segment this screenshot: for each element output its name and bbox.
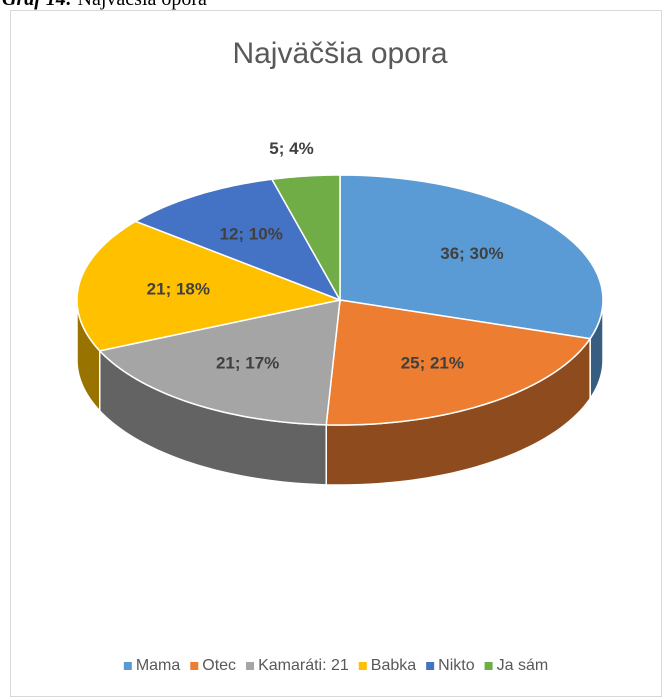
legend-swatch bbox=[190, 662, 199, 670]
slice bbox=[76, 220, 343, 352]
data-label: 5; 4% bbox=[269, 139, 313, 158]
data-label: 21; 18% bbox=[147, 279, 210, 298]
data-label: 36; 30% bbox=[440, 244, 503, 263]
legend-label: Ja sám bbox=[497, 657, 549, 674]
slice bbox=[325, 299, 592, 426]
legend-label: Nikto bbox=[438, 657, 475, 674]
legend-swatch bbox=[246, 662, 255, 670]
data-label: 25; 21% bbox=[401, 353, 464, 372]
slice bbox=[98, 299, 341, 426]
chart-title: Najväčšia opora bbox=[232, 37, 447, 70]
legend-label: Otec bbox=[202, 657, 236, 674]
legend-label: Kamaráti: 21 bbox=[258, 657, 349, 674]
data-label: 12; 10% bbox=[220, 224, 283, 243]
data-label: 21; 17% bbox=[216, 353, 279, 372]
caption-label: Graf 14: bbox=[2, 0, 73, 10]
caption: Graf 14: Najväčšia opora bbox=[2, 0, 207, 10]
legend-swatch bbox=[426, 662, 435, 670]
legend-swatch bbox=[358, 662, 367, 670]
legend-swatch bbox=[484, 662, 493, 670]
legend-label: Babka bbox=[371, 657, 416, 674]
slice bbox=[270, 174, 341, 303]
legend-label: Mama bbox=[136, 657, 181, 674]
caption-text: Najväčšia opora bbox=[78, 0, 208, 10]
legend-swatch bbox=[123, 662, 132, 670]
slice bbox=[339, 174, 604, 340]
